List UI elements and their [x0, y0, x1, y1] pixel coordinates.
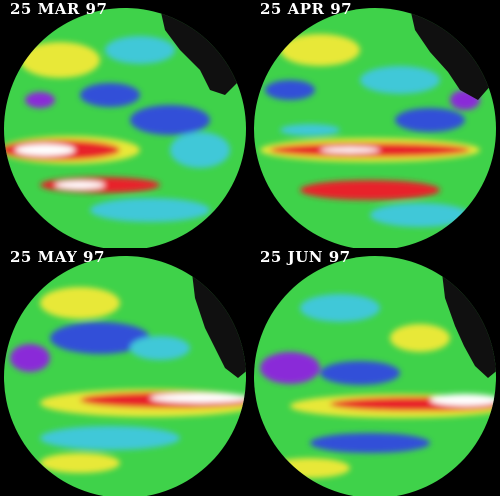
globe-panel-apr: 25 APR 97	[250, 0, 500, 248]
globe-image-apr	[254, 8, 496, 248]
globe-image-may	[4, 256, 246, 496]
globe-image-jun	[254, 256, 496, 496]
globe-panel-mar: 25 MAR 97	[0, 0, 250, 248]
globe-panel-jun: 25 JUN 97	[250, 248, 500, 496]
date-label-apr: 25 APR 97	[260, 0, 353, 18]
date-label-mar: 25 MAR 97	[10, 0, 108, 18]
date-label-jun: 25 JUN 97	[260, 248, 351, 266]
globe-panel-may: 25 MAY 97	[0, 248, 250, 496]
date-label-may: 25 MAY 97	[10, 248, 105, 266]
globe-image-mar	[4, 8, 246, 248]
